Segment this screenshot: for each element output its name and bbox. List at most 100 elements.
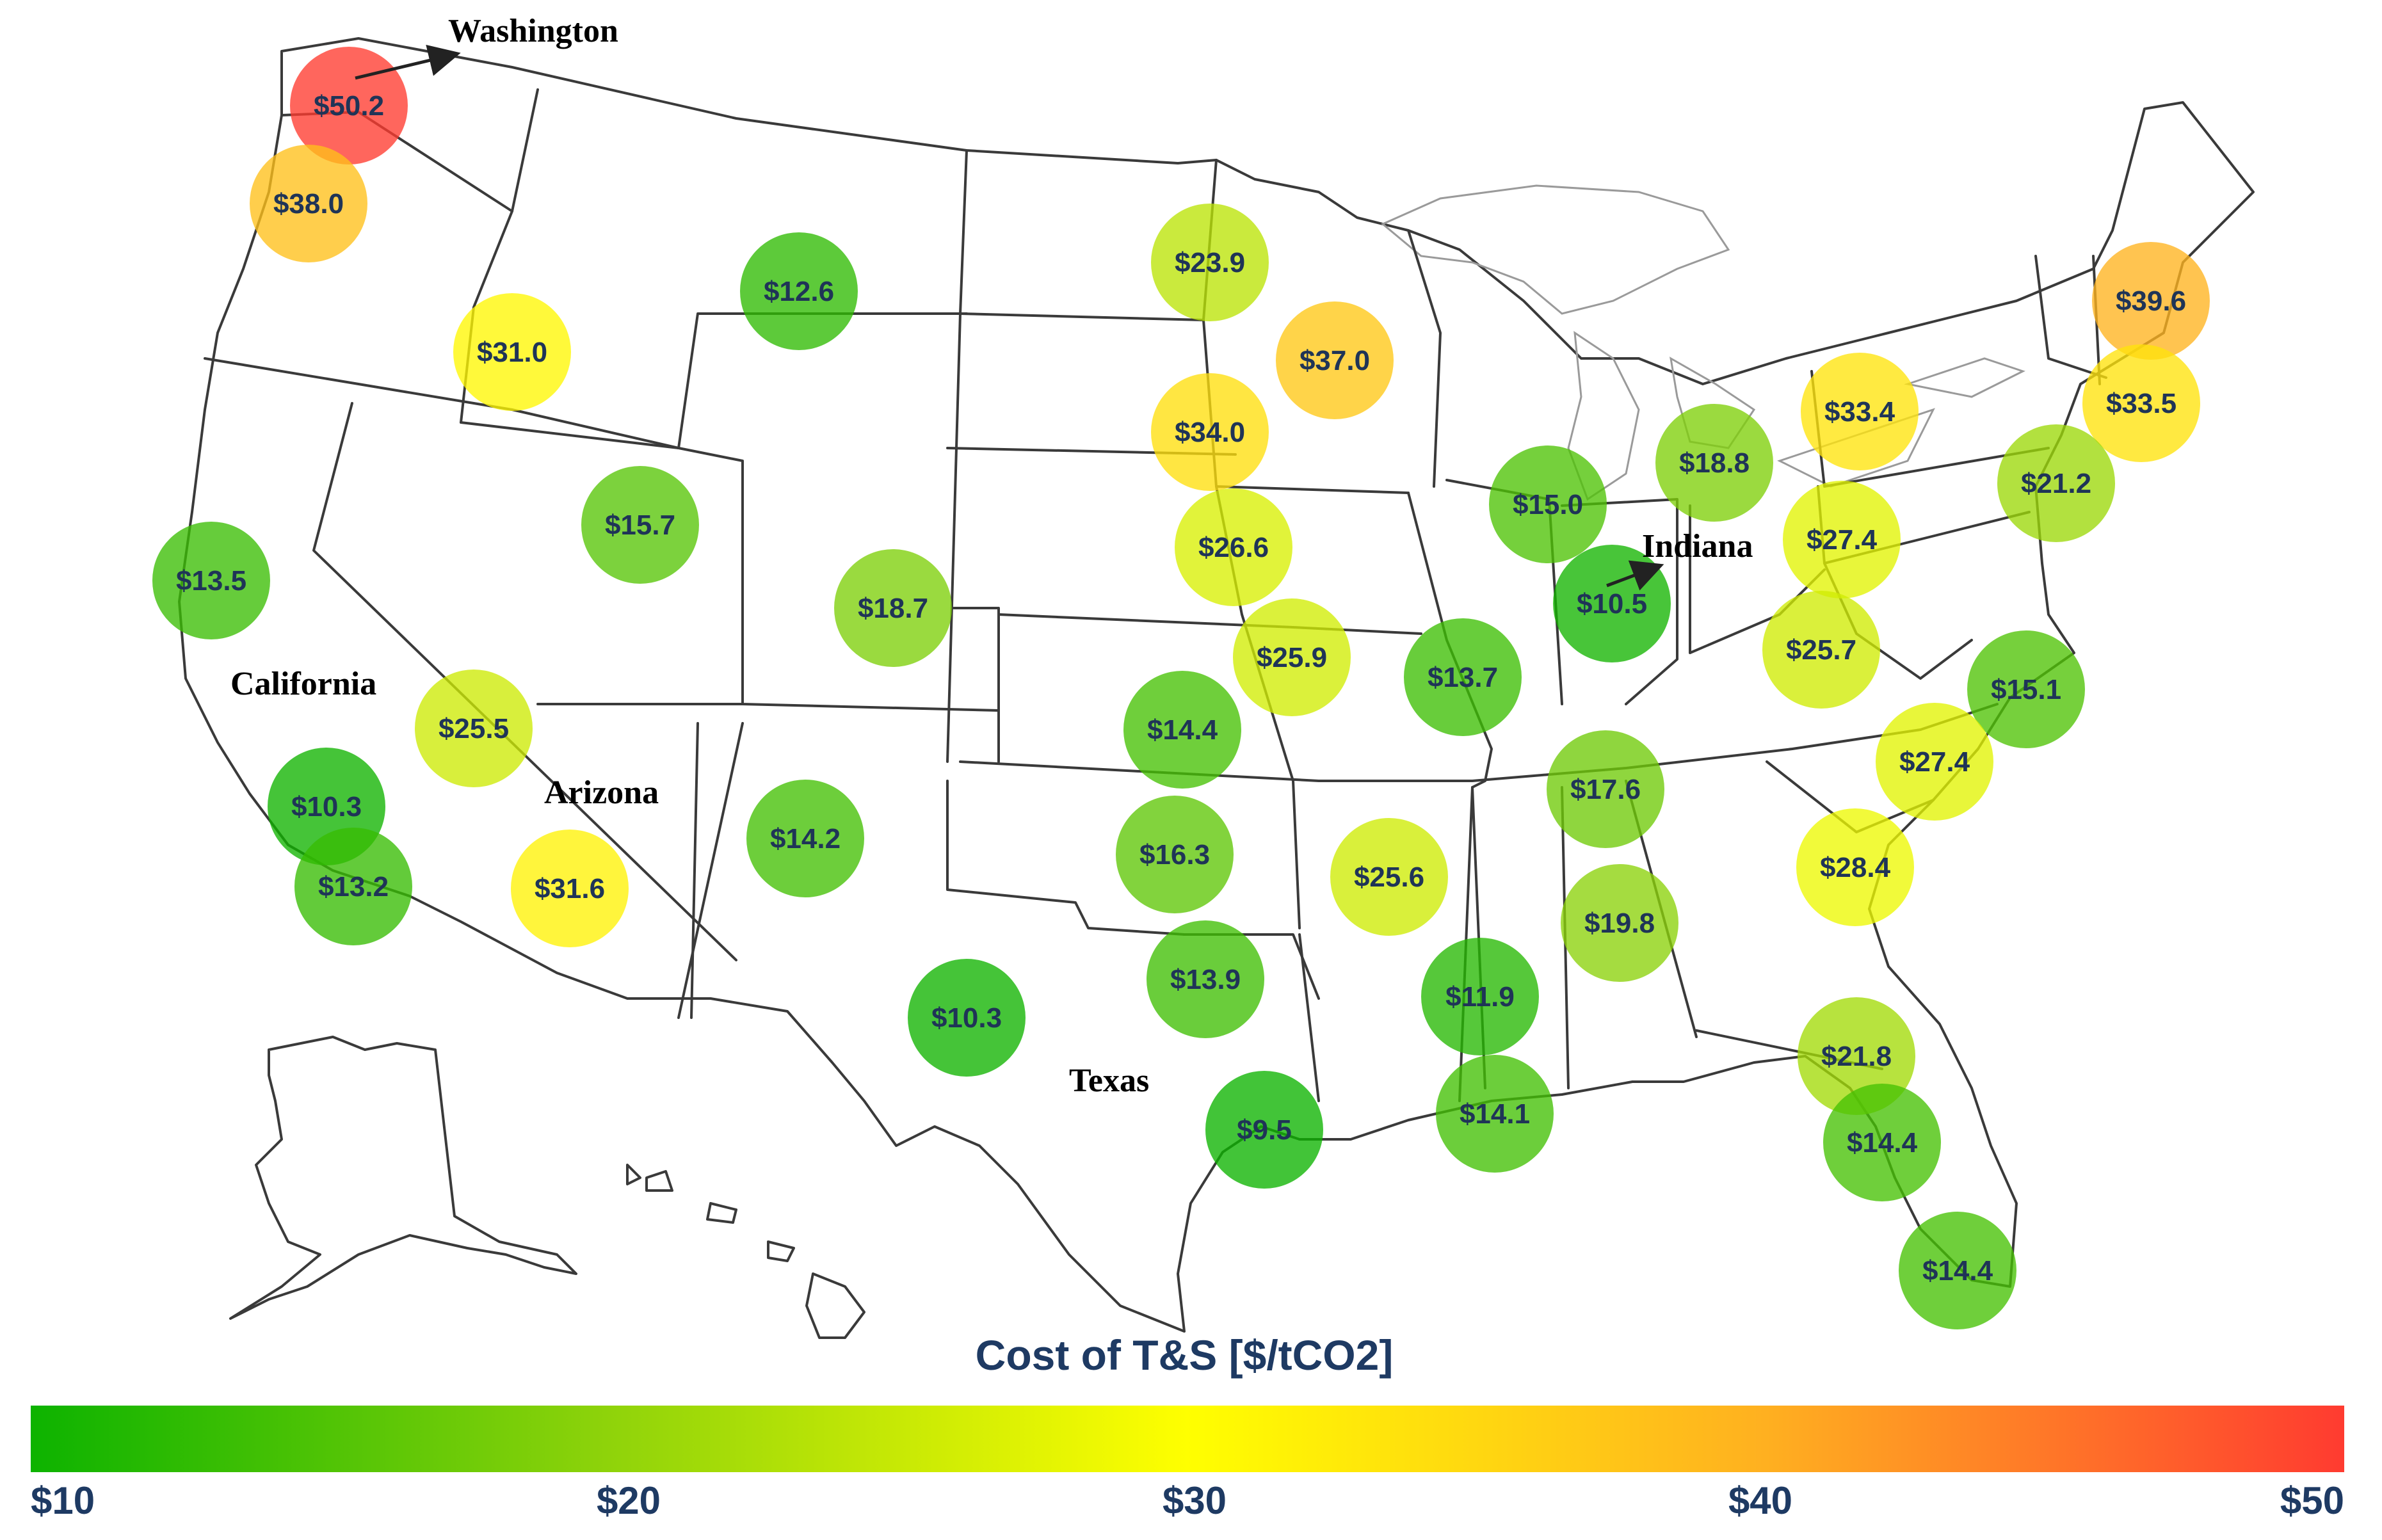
cost-bubble: $21.2 bbox=[1997, 424, 2115, 542]
cost-bubble: $13.2 bbox=[294, 828, 412, 945]
cost-bubble-label: $39.6 bbox=[2116, 285, 2186, 317]
cost-bubble-label: $15.0 bbox=[1513, 489, 1583, 520]
tick-20: $20 bbox=[597, 1479, 661, 1522]
cost-bubble-circle bbox=[152, 522, 270, 639]
label-washington: Washington bbox=[448, 13, 618, 49]
cost-bubble-circle bbox=[740, 232, 858, 350]
cost-bubble-circle bbox=[1801, 353, 1919, 470]
cost-bubble-circle bbox=[1151, 373, 1269, 491]
cost-bubble: $9.5 bbox=[1205, 1071, 1323, 1189]
cost-bubble-label: $13.7 bbox=[1428, 662, 1498, 693]
label-california: California bbox=[230, 666, 376, 702]
cost-bubble-label: $13.9 bbox=[1170, 964, 1241, 995]
cost-bubble-circle bbox=[1561, 864, 1678, 982]
cost-bubble-label: $17.6 bbox=[1570, 774, 1641, 805]
cost-bubble-circle bbox=[746, 780, 864, 897]
cost-bubble: $25.5 bbox=[415, 670, 533, 787]
cost-bubble-label: $15.7 bbox=[605, 509, 675, 541]
cost-bubble: $14.1 bbox=[1436, 1055, 1554, 1173]
cost-bubble-circle bbox=[415, 670, 533, 787]
cost-bubble-circle bbox=[1436, 1055, 1554, 1173]
cost-bubble-label: $14.1 bbox=[1460, 1098, 1530, 1130]
cost-bubble-label: $26.6 bbox=[1198, 532, 1269, 563]
cost-bubble: $26.6 bbox=[1175, 488, 1292, 606]
cost-bubble-circle bbox=[1330, 818, 1448, 936]
cost-bubble: $14.2 bbox=[746, 780, 864, 897]
cost-bubble-label: $14.4 bbox=[1922, 1255, 1993, 1287]
cost-bubble-label: $16.3 bbox=[1139, 839, 1210, 870]
cost-bubble-label: $38.0 bbox=[273, 188, 344, 220]
cost-bubble: $15.0 bbox=[1489, 445, 1607, 563]
cost-bubble-circle bbox=[511, 830, 629, 947]
cost-bubble: $25.6 bbox=[1330, 818, 1448, 936]
cost-bubble-circle bbox=[1147, 920, 1264, 1038]
cost-bubble-circle bbox=[1655, 404, 1773, 522]
cost-bubble-circle bbox=[1421, 938, 1539, 1055]
cost-bubble-label: $15.1 bbox=[1991, 674, 2061, 705]
cost-bubble-circle bbox=[1205, 1071, 1323, 1189]
cost-bubble-label: $18.7 bbox=[858, 593, 928, 624]
cost-bubble: $38.0 bbox=[250, 145, 367, 262]
cost-bubble-circle bbox=[1547, 730, 1664, 848]
cost-bubble: $14.4 bbox=[1123, 671, 1241, 789]
cost-bubble-circle bbox=[1876, 703, 1993, 821]
cost-bubble-label: $28.4 bbox=[1820, 852, 1891, 883]
cost-bubble-label: $27.4 bbox=[1899, 746, 1970, 778]
legend: Cost of T&S [$/tCO2] $10 $20 $30 $40 $50 bbox=[31, 1331, 2344, 1522]
cost-bubble-circle bbox=[1116, 796, 1234, 913]
cost-bubble-label: $19.8 bbox=[1584, 908, 1655, 939]
cost-bubble-circle bbox=[1175, 488, 1292, 606]
cost-bubble: $12.6 bbox=[740, 232, 858, 350]
cost-bubble-label: $50.2 bbox=[314, 90, 384, 122]
cost-bubble-circle bbox=[453, 293, 571, 411]
cost-bubble-circle bbox=[2092, 242, 2210, 360]
cost-bubble-label: $10.3 bbox=[291, 791, 362, 822]
cost-bubble: $13.9 bbox=[1147, 920, 1264, 1038]
alaska-outline bbox=[229, 1036, 577, 1320]
color-scale-bar bbox=[31, 1406, 2344, 1472]
cost-bubble: $33.4 bbox=[1801, 353, 1919, 470]
cost-bubble: $28.4 bbox=[1796, 808, 1914, 926]
tick-10: $10 bbox=[31, 1479, 95, 1522]
cost-bubble: $17.6 bbox=[1547, 730, 1664, 848]
cost-bubble-circle bbox=[1404, 618, 1522, 736]
cost-bubble: $31.6 bbox=[511, 830, 629, 947]
cost-bubble: $31.0 bbox=[453, 293, 571, 411]
cost-bubble: $39.6 bbox=[2092, 242, 2210, 360]
washington-arrow bbox=[355, 44, 461, 80]
cost-bubble-label: $21.2 bbox=[2021, 468, 2091, 499]
cost-bubble-circle bbox=[2082, 344, 2200, 462]
cost-bubble-label: $14.2 bbox=[770, 823, 841, 854]
cost-bubble-circle bbox=[1233, 598, 1351, 716]
cost-bubble-circle bbox=[1151, 204, 1269, 321]
cost-bubble-circle bbox=[1796, 808, 1914, 926]
cost-bubble-label: $10.3 bbox=[931, 1002, 1002, 1034]
cost-bubble-label: $31.6 bbox=[535, 873, 605, 904]
label-arizona: Arizona bbox=[544, 774, 659, 811]
cost-bubble-label: $21.8 bbox=[1821, 1041, 1892, 1072]
cost-bubble-label: $27.4 bbox=[1807, 524, 1878, 556]
cost-bubble: $19.8 bbox=[1561, 864, 1678, 982]
cost-bubble-label: $14.4 bbox=[1147, 714, 1218, 746]
cost-bubble-circle bbox=[1276, 301, 1394, 419]
cost-bubble-circle bbox=[581, 466, 699, 584]
cost-bubble-label: $37.0 bbox=[1300, 345, 1370, 376]
cost-bubble: $33.5 bbox=[2082, 344, 2200, 462]
cost-bubble-label: $9.5 bbox=[1237, 1114, 1292, 1146]
cost-bubbles: $50.2 $38.0 $31.0 $12.6 $23.9 $37.0 $34.0 $39.6… bbox=[152, 47, 2210, 1329]
tick-50: $50 bbox=[2280, 1479, 2344, 1522]
cost-bubble: $13.5 bbox=[152, 522, 270, 639]
cost-bubble-circle bbox=[290, 47, 408, 164]
cost-bubble-label: $12.6 bbox=[764, 276, 834, 307]
cost-bubble-label: $31.0 bbox=[477, 337, 547, 368]
cost-bubble-circle bbox=[1762, 591, 1880, 709]
cost-bubble-label: $33.5 bbox=[2106, 388, 2177, 419]
cost-bubble-label: $14.4 bbox=[1847, 1127, 1918, 1159]
cost-bubble-label: $18.8 bbox=[1679, 447, 1750, 479]
cost-bubble-circle bbox=[294, 828, 412, 945]
cost-bubble-circle bbox=[1489, 445, 1607, 563]
cost-bubble: $14.4 bbox=[1823, 1084, 1941, 1201]
hawaii-outline bbox=[626, 1164, 865, 1339]
cost-bubble-circle bbox=[1899, 1212, 2016, 1329]
